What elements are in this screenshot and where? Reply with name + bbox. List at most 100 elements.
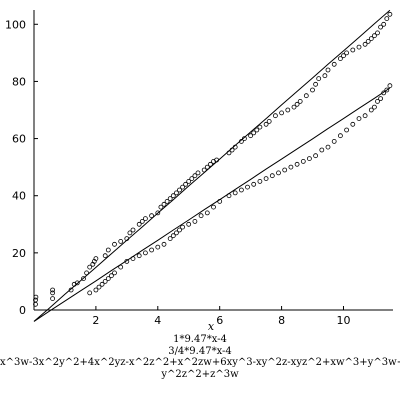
series-2-point: [142, 216, 148, 222]
series-3-point: [102, 278, 108, 284]
series-3-point: [204, 210, 210, 216]
series-3-point: [350, 121, 356, 127]
series-2-point: [118, 238, 124, 244]
series-3-point: [238, 187, 244, 193]
series-3-point: [356, 116, 362, 121]
series-2-point: [50, 290, 55, 296]
series-3-point: [161, 241, 167, 247]
series-3-point: [294, 161, 300, 167]
series-2-point: [102, 253, 108, 259]
x-tick-label: 6: [216, 314, 223, 327]
series-2-point: [192, 173, 198, 179]
series-3-point: [186, 221, 192, 227]
series-2-point: [356, 44, 362, 50]
series-3-point: [217, 198, 223, 204]
series-2-point: [167, 196, 173, 202]
series-2-point: [158, 204, 164, 210]
axes: [33, 10, 393, 311]
x-tick-label: 10: [336, 314, 350, 327]
series-3-point: [387, 83, 393, 89]
series-2-point: [241, 136, 247, 142]
series-2-point: [266, 119, 272, 124]
series-2-point: [297, 99, 303, 104]
series-3-point: [313, 153, 319, 159]
series-2-point: [279, 110, 285, 116]
y-tick-label: 40: [12, 190, 26, 203]
series-3-point: [269, 173, 275, 179]
series-3-point: [170, 233, 176, 239]
series-2-point: [322, 73, 328, 79]
series-2-point: [232, 144, 238, 150]
series-3-point: [112, 270, 117, 276]
series-2-point: [105, 247, 111, 253]
series-2-point: [149, 213, 155, 219]
series-2-point: [201, 167, 207, 173]
series-2-point: [93, 256, 99, 262]
series-2-point: [251, 130, 257, 136]
series-3-point: [381, 90, 387, 96]
series-2-point: [248, 133, 254, 139]
series-3-point: [130, 256, 136, 262]
series-2-point: [183, 181, 189, 187]
series-2-point: [238, 138, 244, 144]
series-2-point: [127, 230, 133, 236]
series-2-point: [344, 50, 350, 56]
series-3-point: [319, 147, 325, 153]
legend-entry: x^3w-3x^2y^2+4x^2yz-x^2z^2+x^2zw+6xy^3-x…: [0, 357, 400, 368]
series-3-point: [173, 230, 179, 236]
x-tick-label: 4: [154, 314, 161, 327]
series-2-point: [173, 190, 179, 196]
series-1-line: [33, 87, 391, 322]
series-3-point: [109, 273, 114, 279]
series-3-point: [276, 170, 281, 176]
series-2-point: [33, 297, 38, 303]
series-2-point: [214, 157, 220, 163]
series-3-point: [99, 281, 105, 287]
series-2-point: [164, 198, 170, 204]
series-2-point: [375, 30, 380, 36]
series-2-point: [50, 296, 55, 302]
series-3-point: [368, 107, 374, 113]
series-2-point: [313, 81, 319, 87]
series-2-point: [331, 61, 337, 67]
series-2-point: [384, 16, 390, 22]
x-axis-label: x: [208, 320, 215, 333]
y-tick-label: 60: [12, 133, 26, 146]
series-2-point: [186, 178, 192, 184]
series-2-point: [365, 39, 371, 44]
series-3-point: [378, 96, 384, 101]
legend-entry: 3/4*9.47*x-4: [168, 345, 232, 357]
series-3-point: [192, 218, 198, 224]
series-2-point: [310, 87, 315, 93]
series-2-point: [285, 107, 291, 113]
y-tick-label: 0: [19, 304, 26, 317]
series-2-point: [362, 41, 368, 47]
series-2-point: [124, 236, 130, 242]
series-2-point: [112, 241, 117, 247]
y-tick-label: 80: [12, 75, 26, 88]
series-3-point: [263, 176, 269, 182]
series-2-point: [381, 21, 387, 27]
series-3-point: [87, 290, 93, 296]
series-3-point: [226, 193, 232, 199]
series-3-point: [232, 190, 238, 196]
series-2-point: [337, 56, 343, 61]
series-2-point: [84, 270, 89, 276]
series-3-point: [245, 184, 250, 190]
series-2-point: [180, 184, 186, 190]
series-2-point: [204, 164, 210, 170]
series-2-point: [291, 104, 297, 110]
series-3-point: [362, 113, 368, 119]
series-2-point: [81, 276, 86, 282]
series-2-point: [303, 93, 309, 99]
series-2-point: [272, 113, 278, 119]
series-3-point: [155, 244, 161, 250]
series-2-point: [371, 33, 377, 39]
series-2-point: [170, 193, 176, 199]
series-2-point: [341, 53, 346, 59]
series-2-point: [130, 227, 136, 233]
series-3-point: [124, 258, 130, 264]
x-tick-label: 8: [278, 314, 285, 327]
series-2-point: [74, 280, 80, 286]
series-3-point: [105, 276, 111, 282]
